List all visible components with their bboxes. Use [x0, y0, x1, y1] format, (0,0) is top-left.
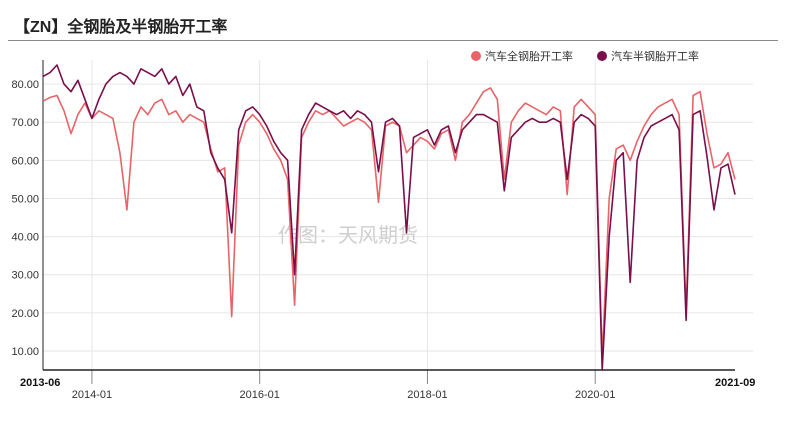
y-tick-label: 40.00: [11, 232, 39, 244]
y-axis: 10.00 20.00 30.00 40.00 50.00 60.00 70.00 80.00: [11, 60, 44, 370]
y-tick-label: 80.00: [11, 79, 39, 91]
legend-label-1: 汽车全钢胎开工率: [485, 49, 573, 63]
y-tick-label: 70.00: [11, 117, 39, 129]
y-tick-label: 10.00: [11, 346, 39, 358]
series-line-1: [42, 87, 736, 360]
legend-label-2: 汽车半钢胎开工率: [611, 49, 699, 63]
x-tick-label: 2020-01: [575, 389, 615, 401]
legend-swatch-2: [597, 51, 607, 61]
y-tick-label: 60.00: [11, 155, 39, 167]
x-edge-label: 2013-06: [20, 377, 60, 389]
y-tick-label: 30.00: [11, 270, 39, 282]
series-lines: [42, 64, 736, 371]
legend[interactable]: 汽车全钢胎开工率 汽车半钢胎开工率: [471, 49, 699, 63]
watermark: 作图：天风期货: [278, 224, 418, 247]
x-edge-label: 2021-09: [715, 377, 755, 389]
legend-swatch-1: [471, 51, 481, 61]
y-tick-label: 50.00: [11, 193, 39, 205]
y-tick-label: 20.00: [11, 308, 39, 320]
series-line-2: [42, 64, 736, 371]
chart-title: 【ZN】全钢胎及半钢胎开工率: [14, 19, 228, 36]
x-tick-label: 2016-01: [239, 389, 279, 401]
title-divider: [8, 40, 778, 41]
x-axis: 2014-01 2016-01 2018-01 2020-01 2013-06 2021-…: [20, 369, 755, 401]
grid-lines: [43, 60, 753, 370]
x-tick-label: 2014-01: [72, 389, 112, 401]
x-tick-label: 2018-01: [407, 389, 447, 401]
